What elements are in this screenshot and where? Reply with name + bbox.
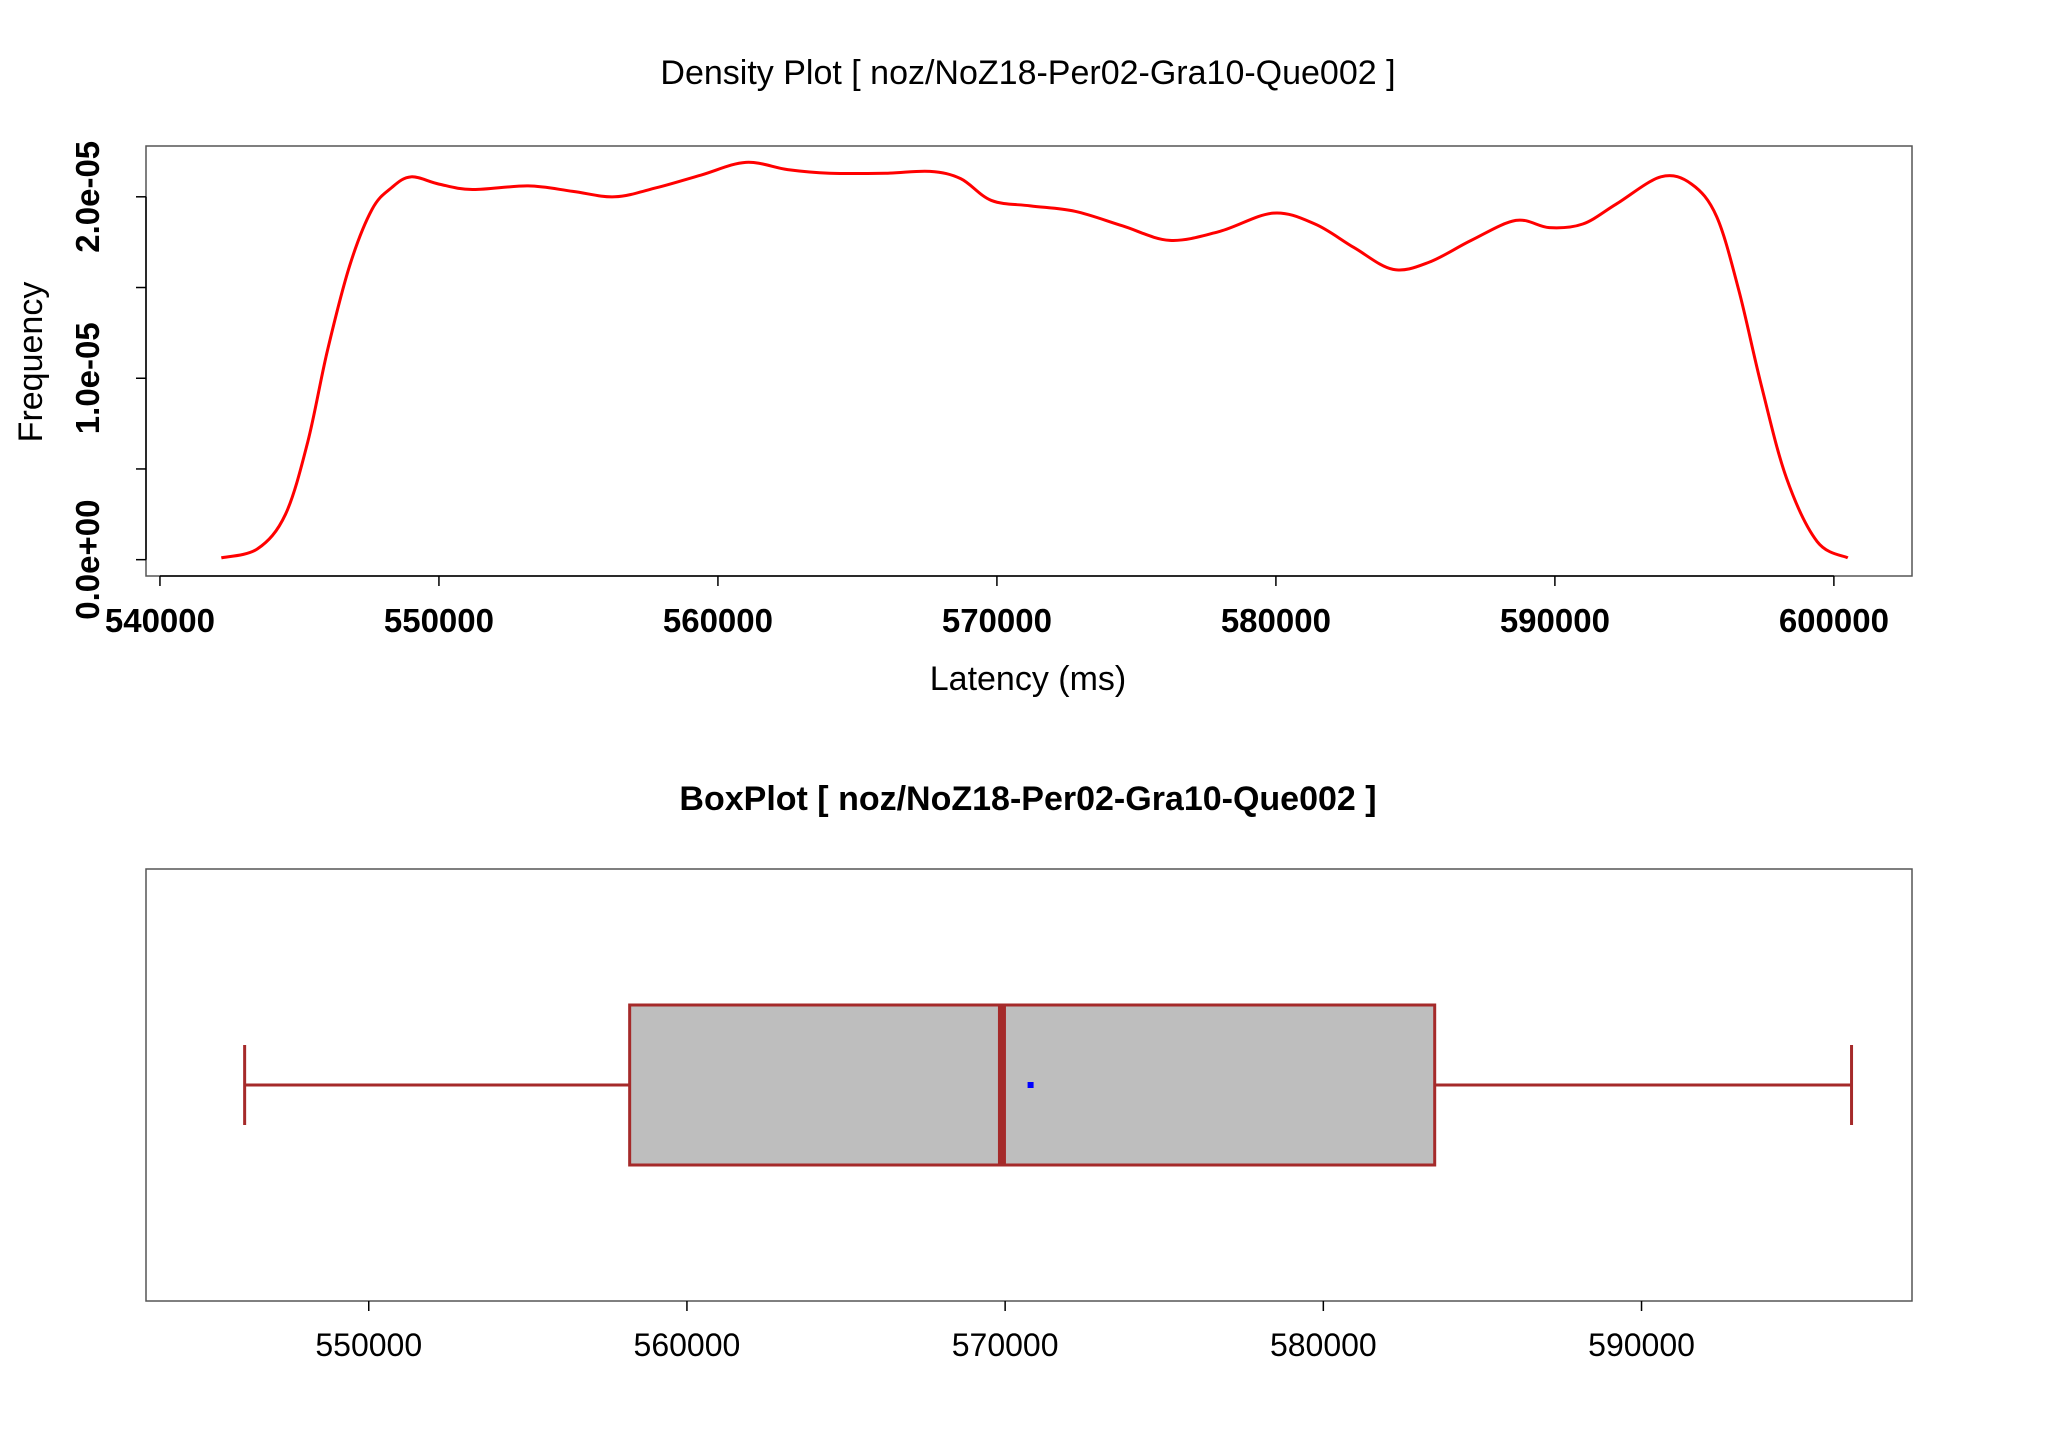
density-x-tick-label: 540000 xyxy=(105,602,215,639)
density-x-tick-label: 580000 xyxy=(1221,602,1331,639)
density-x-tick-label: 560000 xyxy=(663,602,773,639)
boxplot-x-tick-label: 580000 xyxy=(1270,1327,1377,1363)
density-x-tick-label: 570000 xyxy=(942,602,1052,639)
boxplot-frame xyxy=(145,868,1913,1302)
density-x-axis: 540000 550000 560000 570000 580000 590000 6000… xyxy=(105,575,1889,639)
density-y-axis: 0.0e+00 1.0e-05 2.0e-05 xyxy=(69,141,147,620)
boxplot-x-tick-label: 570000 xyxy=(952,1327,1059,1363)
box-plot: BoxPlot [ noz/NoZ18-Per02-Gra10-Que002 ]… xyxy=(145,780,1913,1363)
density-x-tick-label: 550000 xyxy=(384,602,494,639)
boxplot-x-tick-label: 590000 xyxy=(1588,1327,1695,1363)
density-x-tick-label: 590000 xyxy=(1500,602,1610,639)
boxplot-x-axis: 550000 560000 570000 580000 590000 xyxy=(315,1301,1695,1363)
density-title: Density Plot [ noz/NoZ18-Per02-Gra10-Que… xyxy=(660,54,1395,92)
density-y-tick-label: 2.0e-05 xyxy=(69,141,106,253)
density-plot: Density Plot [ noz/NoZ18-Per02-Gra10-Que… xyxy=(12,54,1913,698)
boxplot-x-tick-label: 560000 xyxy=(634,1327,741,1363)
boxplot-x-tick-label: 550000 xyxy=(315,1327,422,1363)
density-x-axis-label: Latency (ms) xyxy=(930,660,1127,698)
boxplot-title: BoxPlot [ noz/NoZ18-Per02-Gra10-Que002 ] xyxy=(679,780,1376,818)
density-y-axis-label: Frequency xyxy=(12,282,50,443)
boxplot-marks xyxy=(243,1003,1854,1167)
boxplot-mean-marker xyxy=(1027,1082,1034,1088)
density-x-tick-label: 600000 xyxy=(1779,602,1889,639)
density-curve xyxy=(220,160,1849,560)
density-y-tick-label: 1.0e-05 xyxy=(69,322,106,434)
density-y-tick-label: 0.0e+00 xyxy=(69,500,106,620)
